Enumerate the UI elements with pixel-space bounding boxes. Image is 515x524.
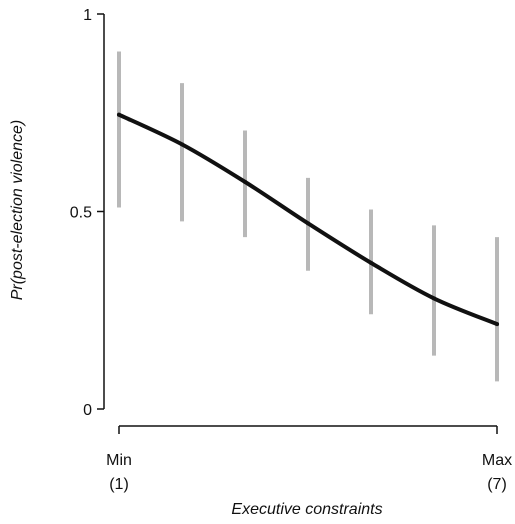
data-point xyxy=(117,112,121,117)
y-tick-label: 1 xyxy=(83,7,92,24)
x-tick-label: Max xyxy=(482,452,512,469)
y-axis: 00.51 xyxy=(70,7,105,419)
data-point xyxy=(432,296,436,301)
data-point xyxy=(369,260,373,265)
x-axis: Min (1) Max (7) xyxy=(106,425,512,493)
data-point xyxy=(180,142,184,147)
y-tick-label: 0 xyxy=(83,402,92,419)
y-tick-label: 0.5 xyxy=(70,205,92,222)
x-axis-title: Executive constraints xyxy=(231,501,382,518)
data-point xyxy=(495,322,499,327)
data-point xyxy=(243,179,247,184)
data-point xyxy=(306,221,310,226)
series xyxy=(117,112,499,327)
x-tick-label: Min xyxy=(106,452,132,469)
confidence-intervals xyxy=(117,51,499,382)
x-tick-sublabel: (1) xyxy=(109,476,129,493)
x-tick-sublabel: (7) xyxy=(487,476,507,493)
y-axis-title: Pr(post-election violence) xyxy=(9,120,26,301)
